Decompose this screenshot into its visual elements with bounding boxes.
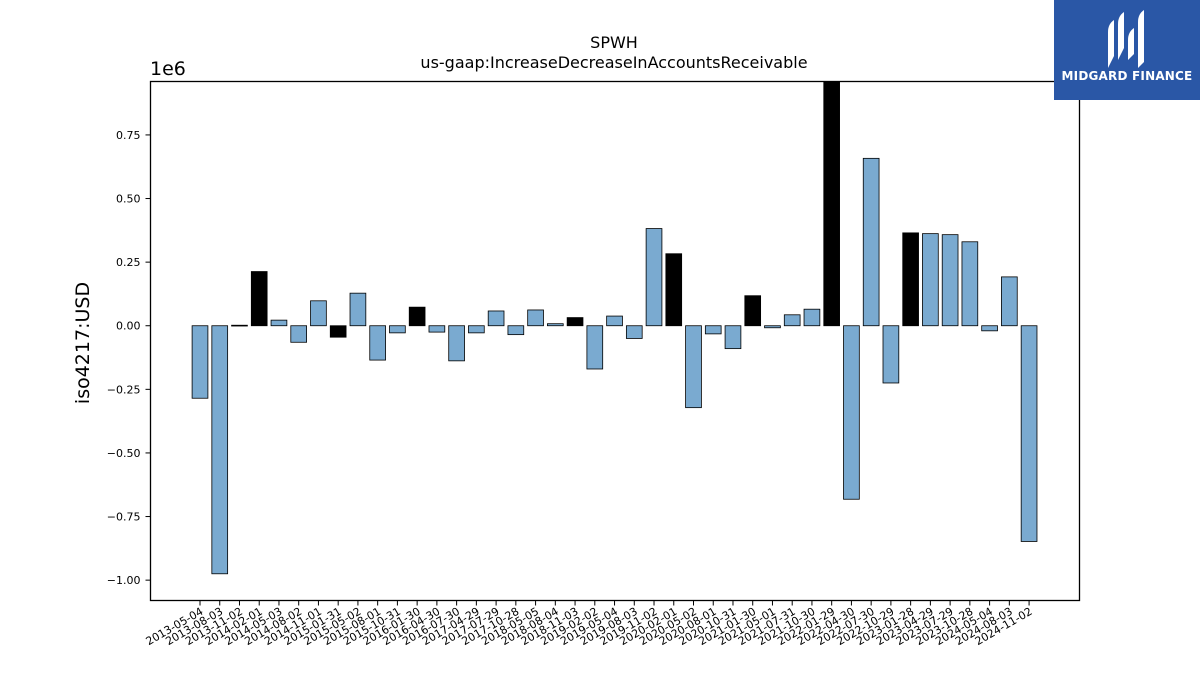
bar (665, 253, 683, 327)
chart-title: SPWH (590, 33, 638, 52)
bar (349, 292, 367, 327)
bar (941, 234, 959, 327)
bar (329, 325, 347, 338)
bar (389, 325, 406, 334)
y-tick-label: −1.00 (107, 574, 141, 587)
bar (843, 325, 860, 500)
y-axis-ticks: −1.00 −0.75 −0.50 −0.25 0.00 0.25 0.50 0.75 (107, 129, 151, 587)
bar (744, 295, 762, 327)
bars (191, 81, 1038, 575)
bar (250, 271, 268, 327)
brand-logo: MIDGARD FINANCE (1054, 0, 1200, 100)
bar (211, 325, 229, 575)
bar (961, 241, 979, 327)
bar (566, 317, 584, 327)
bar (191, 325, 209, 399)
midgard-logo-icon (1108, 10, 1144, 68)
bar (290, 325, 307, 343)
bar (507, 325, 525, 336)
bar (981, 325, 998, 332)
x-axis-ticks: 2013-05-042013-08-032013-11-022014-02-01… (144, 600, 1035, 648)
bar (428, 325, 446, 333)
y-tick-label: 0.50 (116, 193, 141, 206)
bar (724, 325, 742, 350)
chart-subtitle: us-gaap:IncreaseDecreaseInAccountsReceiv… (420, 53, 807, 72)
brand-name: MIDGARD FINANCE (1061, 69, 1193, 83)
plot-frame (149, 80, 1081, 602)
bar (882, 325, 900, 384)
bar (310, 300, 327, 327)
bar (645, 228, 663, 327)
bar (1020, 325, 1038, 542)
bar (487, 310, 505, 327)
y-tick-label: 0.75 (116, 129, 141, 142)
bar (468, 325, 485, 334)
bar (685, 325, 702, 409)
bar (704, 325, 722, 335)
bar (902, 232, 919, 327)
bar (448, 325, 465, 362)
y-tick-label: −0.50 (107, 447, 141, 460)
y-tick-label: 0.00 (116, 320, 141, 333)
y-tick-label: −0.75 (107, 511, 141, 524)
bar (270, 319, 288, 327)
bar (547, 323, 564, 327)
bar (231, 324, 248, 327)
bar (527, 309, 544, 327)
bar (408, 306, 426, 327)
y-tick-label: −0.25 (107, 383, 141, 396)
bar (823, 81, 840, 327)
bar (625, 325, 643, 339)
bar (803, 308, 821, 327)
bar (862, 157, 880, 327)
bar (606, 315, 623, 327)
bar (783, 314, 801, 327)
bar (369, 325, 386, 361)
y-scale-label: 1e6 (150, 58, 186, 80)
bar (1001, 276, 1018, 327)
y-tick-label: 0.25 (116, 256, 141, 269)
bar (586, 325, 604, 370)
bar (764, 325, 781, 329)
y-axis-label: iso4217:USD (72, 282, 94, 404)
bar (922, 233, 939, 327)
